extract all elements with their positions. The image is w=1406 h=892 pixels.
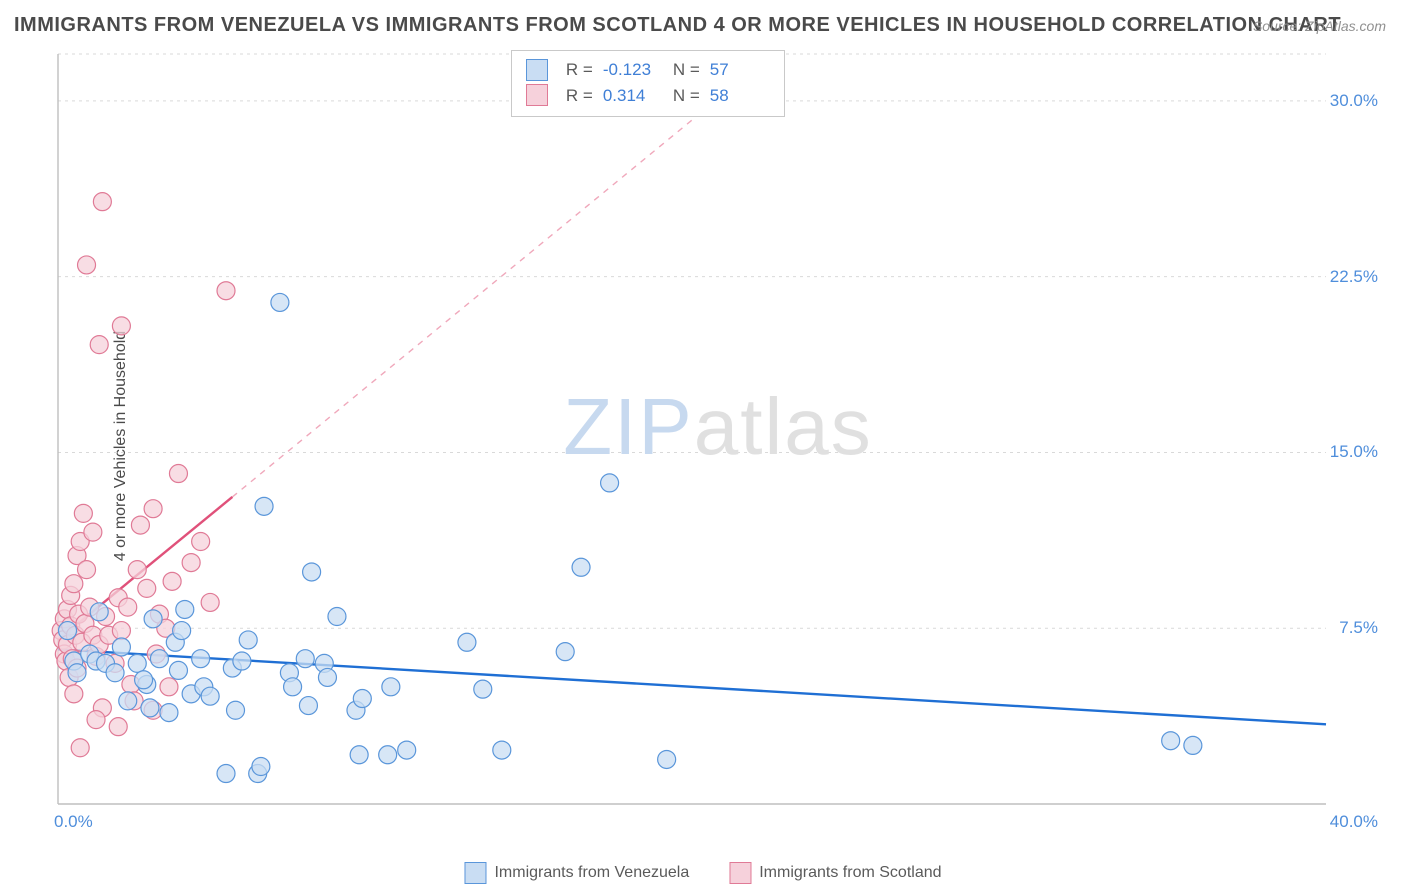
n-label: N = [673, 57, 700, 83]
n-value: 58 [710, 83, 770, 109]
x-tick-label: 0.0% [54, 812, 93, 832]
legend-label: Immigrants from Venezuela [494, 864, 689, 881]
y-tick-label: 30.0% [1330, 91, 1378, 111]
r-value: -0.123 [603, 57, 663, 83]
stats-legend-box: R = -0.123 N = 57 R = 0.314 N = 58 [511, 50, 785, 117]
stats-row: R = 0.314 N = 58 [526, 83, 770, 109]
scatter-svg [50, 48, 1386, 838]
n-value: 57 [710, 57, 770, 83]
r-value: 0.314 [603, 83, 663, 109]
legend-swatch [729, 862, 751, 884]
source-attribution: Source: ZipAtlas.com [1253, 18, 1386, 34]
legend-swatch [464, 862, 486, 884]
y-tick-label: 15.0% [1330, 442, 1378, 462]
legend-item: Immigrants from Scotland [729, 862, 941, 884]
n-label: N = [673, 83, 700, 109]
chart-title: IMMIGRANTS FROM VENEZUELA VS IMMIGRANTS … [14, 14, 1341, 37]
r-label: R = [566, 83, 593, 109]
y-tick-label: 22.5% [1330, 267, 1378, 287]
legend-swatch [526, 84, 548, 106]
legend-item: Immigrants from Venezuela [464, 862, 689, 884]
bottom-legend: Immigrants from Venezuela Immigrants from… [464, 862, 941, 884]
y-tick-label: 7.5% [1339, 618, 1378, 638]
r-label: R = [566, 57, 593, 83]
legend-swatch [526, 59, 548, 81]
stats-row: R = -0.123 N = 57 [526, 57, 770, 83]
chart-container: IMMIGRANTS FROM VENEZUELA VS IMMIGRANTS … [0, 0, 1406, 892]
legend-label: Immigrants from Scotland [759, 864, 941, 881]
plot-area: ZIPatlas R =-0.123N =57R =0.314N =58 7.5… [50, 48, 1386, 838]
x-tick-label: 40.0% [1330, 812, 1378, 832]
